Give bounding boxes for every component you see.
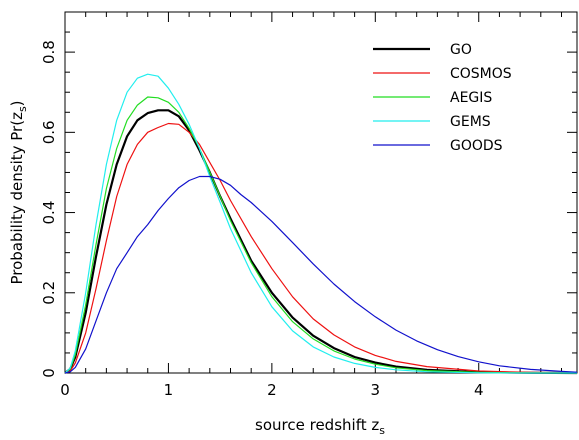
x-axis-title-subscript: s (379, 424, 385, 437)
y-tick-label: 0.2 (40, 281, 58, 305)
series-line-cosmos (64, 122, 578, 374)
x-tick-label: 4 (474, 381, 484, 399)
x-tick-label: 3 (371, 381, 381, 399)
x-axis-title: source redshift zs (255, 416, 385, 437)
legend: GO COSMOS AEGIS GEMS GOODS (373, 42, 512, 154)
y-axis-title-subscript: s (16, 106, 29, 112)
series-line-gems (64, 73, 577, 374)
y-tick-label: 0 (40, 368, 58, 378)
x-tick-label: 0 (60, 381, 70, 399)
legend-label-goods: GOODS (450, 138, 503, 154)
legend-label-go: GO (450, 42, 472, 58)
y-axis-title-main: Probability density Pr(z (8, 112, 26, 285)
series-line-aegis (64, 96, 578, 374)
y-axis-title-close: ) (8, 100, 26, 106)
y-tick-label: 0.6 (40, 120, 58, 144)
legend-label-aegis: AEGIS (450, 90, 492, 106)
legend-label-cosmos: COSMOS (450, 66, 512, 82)
x-tick-label: 2 (267, 381, 277, 399)
x-tick-label: 1 (164, 381, 174, 399)
x-axis-title-main: source redshift z (255, 416, 379, 434)
series-line-goods (64, 175, 578, 374)
y-tick-label: 0.8 (40, 40, 58, 64)
tick-labels: 0 1 2 3 4 0 0.2 0.4 0.6 0.8 (40, 40, 484, 399)
legend-label-gems: GEMS (450, 114, 491, 130)
y-axis-title: Probability density Pr(zs) (8, 100, 29, 284)
series-lines (64, 73, 578, 375)
y-tick-label: 0.4 (40, 201, 58, 225)
